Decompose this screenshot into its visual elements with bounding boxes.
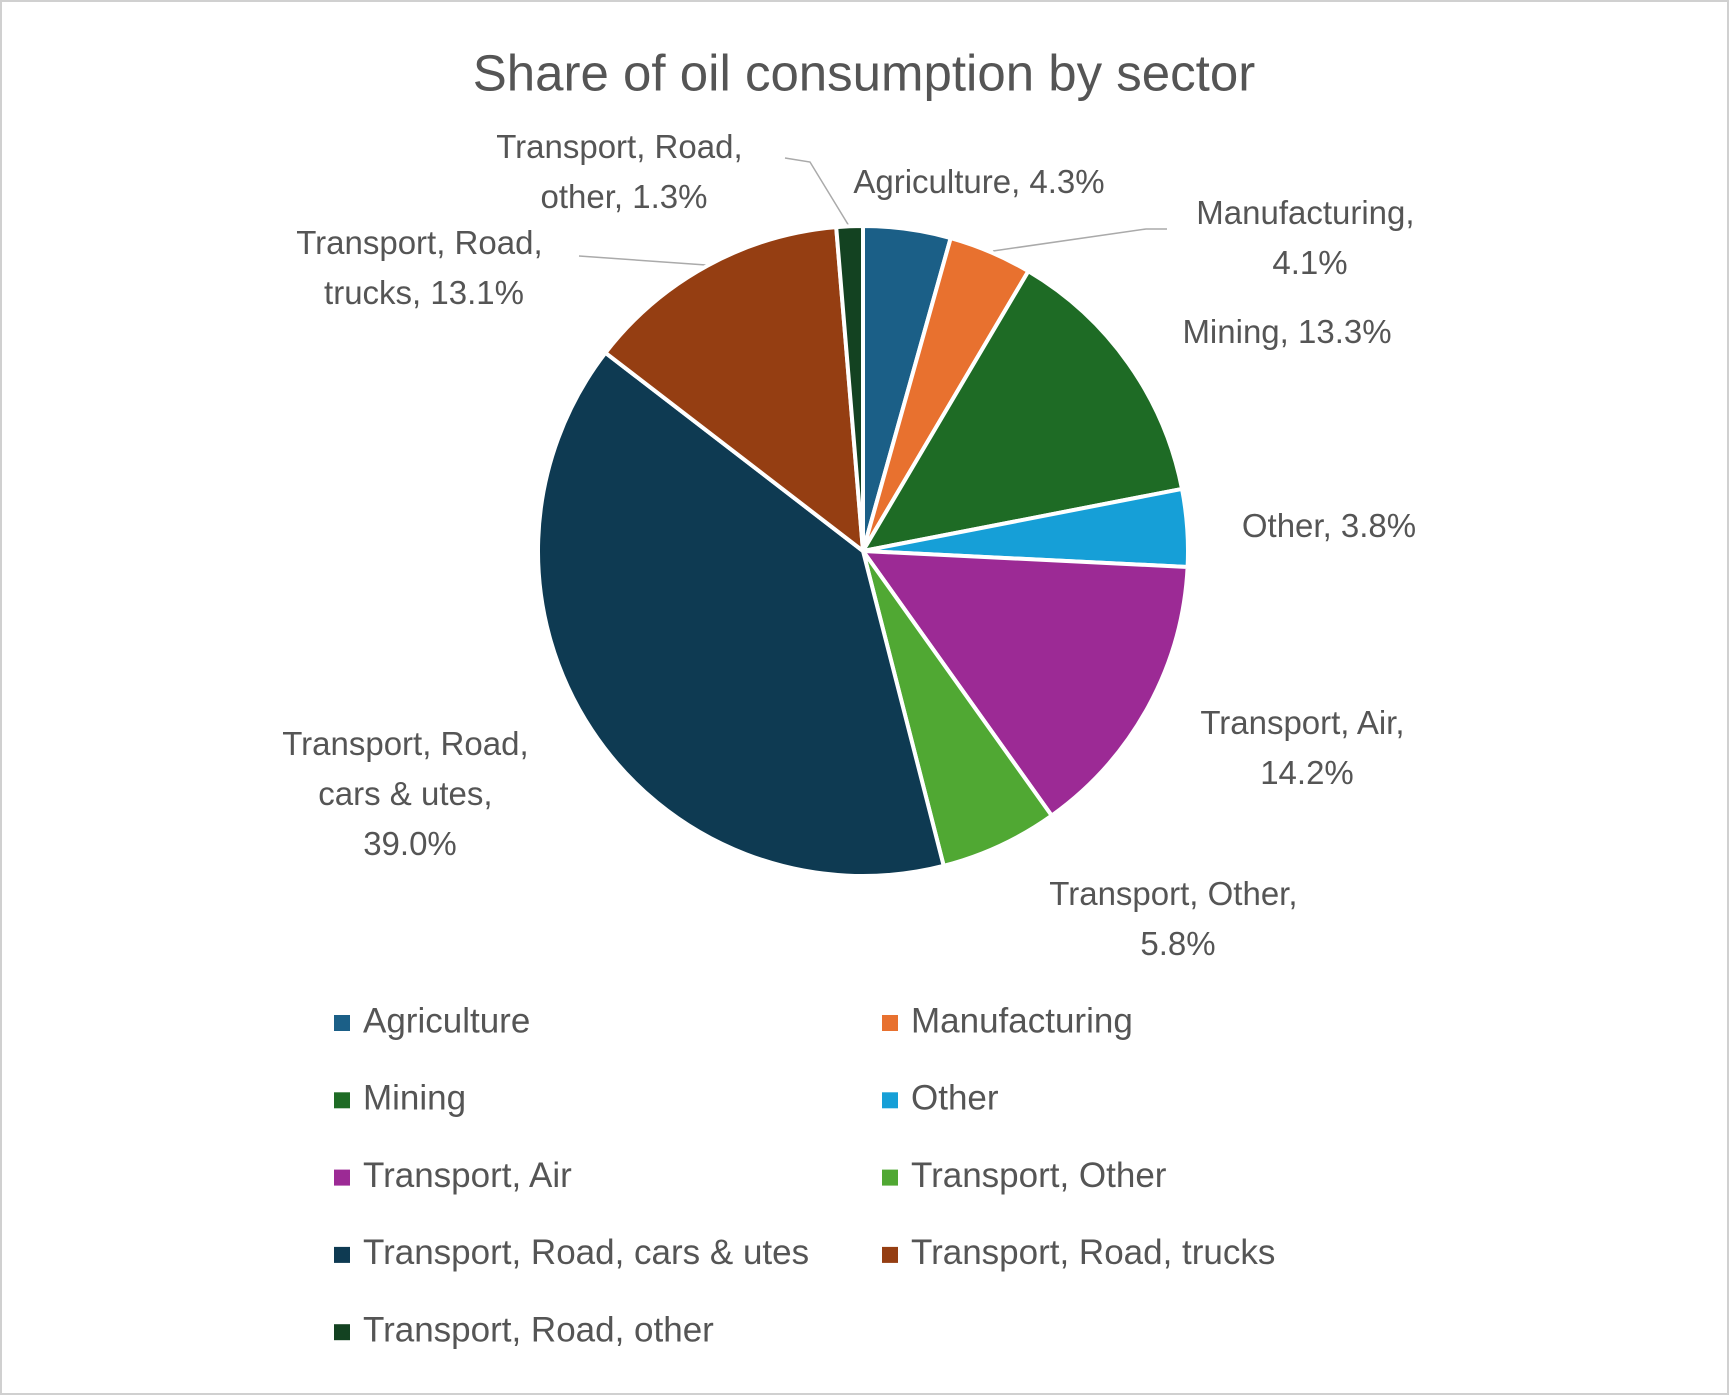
leader-line xyxy=(578,255,707,266)
legend-label: Transport, Road, trucks xyxy=(911,1233,1275,1272)
leader-line xyxy=(784,157,850,227)
pie-slice xyxy=(858,548,1190,819)
data-label: Transport, Road, other, 1.3% xyxy=(496,128,752,215)
chart-title: Share of oil consumption by sector xyxy=(473,44,1255,101)
legend-label: Agriculture xyxy=(363,1001,530,1040)
legend-label: Other xyxy=(911,1079,999,1118)
data-label: Transport, Air, 14.2% xyxy=(1200,704,1413,791)
legend-swatch xyxy=(334,1169,350,1186)
legend-swatch xyxy=(334,1015,350,1031)
legend-swatch xyxy=(334,1246,350,1263)
legend-label: Transport, Other xyxy=(911,1156,1167,1195)
data-label: Transport, Road, trucks, 13.1% xyxy=(296,224,552,311)
legend-label: Mining xyxy=(363,1079,466,1118)
data-label: Other, 3.8% xyxy=(1242,507,1416,544)
pie-slice xyxy=(602,224,866,556)
legend-swatch xyxy=(334,1092,350,1109)
data-label: Mining, 13.3% xyxy=(1182,313,1391,350)
pie-slice xyxy=(834,223,865,552)
data-label: Agriculture, 4.3% xyxy=(853,163,1104,200)
legend-swatch xyxy=(882,1092,898,1109)
pie-slice xyxy=(859,268,1185,554)
legend-label: Manufacturing xyxy=(911,1001,1133,1040)
legend-swatch xyxy=(882,1246,898,1263)
legend-swatch xyxy=(334,1324,350,1341)
pie-slice xyxy=(536,349,947,878)
legend-swatch xyxy=(882,1015,898,1031)
data-label: Transport, Other, 5.8% xyxy=(1049,875,1306,962)
legend-label: Transport, Air xyxy=(363,1156,572,1195)
leader-line xyxy=(992,228,1167,252)
data-label: Transport, Road, cars & utes, 39.0% xyxy=(282,725,538,862)
data-label: Manufacturing, 4.1% xyxy=(1196,194,1423,281)
legend-label: Transport, Road, cars & utes xyxy=(363,1233,809,1272)
legend-swatch xyxy=(882,1169,898,1186)
legend-label: Transport, Road, other xyxy=(363,1310,714,1349)
